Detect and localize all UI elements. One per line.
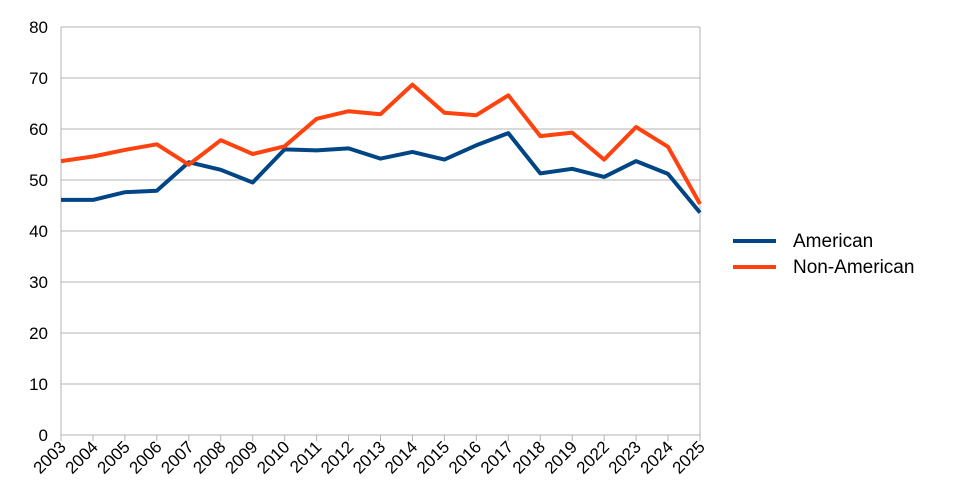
legend-label: American <box>793 231 873 252</box>
legend-label: Non-American <box>793 257 914 278</box>
x-tick-label: 2018 <box>509 437 549 477</box>
x-tick-label: 2008 <box>189 437 229 477</box>
x-tick-label: 2009 <box>221 437 261 477</box>
y-tick-label: 50 <box>29 171 48 190</box>
x-tick-label: 2004 <box>62 437 102 477</box>
x-tick-label: 2006 <box>125 437 165 477</box>
x-tick-label: 2010 <box>253 437 293 477</box>
x-tick-label: 2003 <box>30 437 70 477</box>
y-tick-label: 60 <box>29 120 48 139</box>
series-lines <box>60 82 702 214</box>
x-tick-label: 2011 <box>286 437 325 476</box>
x-tick-label: 2022 <box>573 437 613 477</box>
x-tick-label: 2019 <box>541 437 581 477</box>
x-tick-label: 2025 <box>669 437 709 477</box>
grid-lines <box>60 26 701 436</box>
y-tick-label: 0 <box>39 426 48 445</box>
y-tick-label: 40 <box>29 222 48 241</box>
x-axis: 2003200420052006200720082009201020112012… <box>30 435 709 478</box>
y-tick-label: 30 <box>29 273 48 292</box>
x-tick-label: 2013 <box>349 437 389 477</box>
series-line-american <box>61 131 702 214</box>
x-tick-label: 2023 <box>605 437 645 477</box>
x-tick-label: 2024 <box>637 437 677 477</box>
x-tick-label: 2014 <box>381 437 421 477</box>
legend: American Non-American <box>733 231 914 278</box>
y-tick-label: 20 <box>29 324 48 343</box>
x-tick-label: 2015 <box>413 437 453 477</box>
series-line-non-american <box>60 82 702 205</box>
y-tick-label: 10 <box>29 375 48 394</box>
x-tick-label: 2016 <box>445 437 485 477</box>
x-tick-label: 2007 <box>157 437 197 477</box>
y-axis: 0 10 20 30 40 50 60 70 80 <box>29 18 48 445</box>
x-tick-label: 2005 <box>94 437 134 477</box>
y-tick-label: 80 <box>29 18 48 37</box>
y-tick-label: 70 <box>29 69 48 88</box>
x-tick-label: 2017 <box>477 437 517 477</box>
x-tick-label: 2012 <box>317 437 357 477</box>
